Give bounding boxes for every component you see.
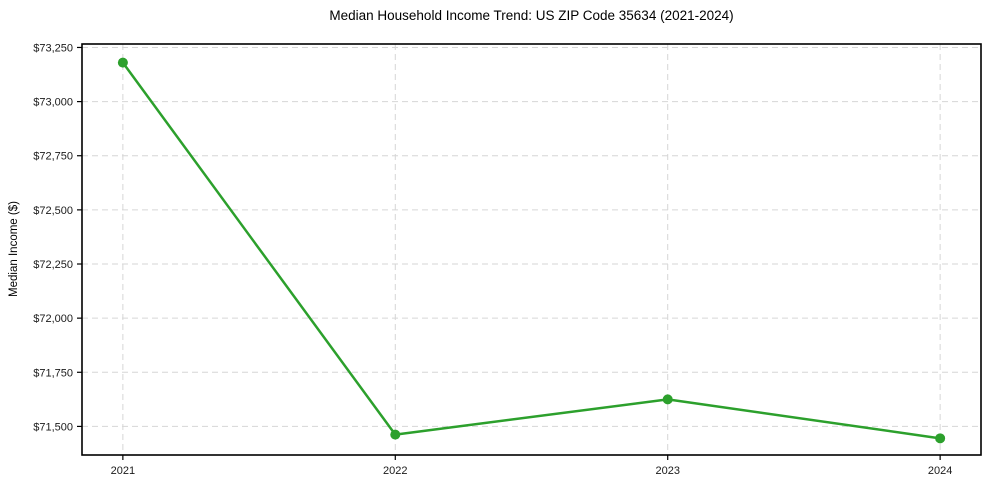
y-tick-label: $73,250 [33,42,73,54]
chart-title: Median Household Income Trend: US ZIP Co… [329,8,734,23]
data-point [935,433,946,444]
y-tick-label: $72,000 [33,313,73,325]
data-point [662,394,673,405]
x-tick-label: 2024 [928,465,952,477]
data-point [117,57,128,68]
x-tick-label: 2023 [655,465,679,477]
y-tick-label: $71,500 [33,421,73,433]
data-point [390,429,401,440]
y-tick-label: $73,000 [33,97,73,109]
y-tick-label: $72,250 [33,259,73,271]
y-tick-label: $71,750 [33,367,73,379]
x-tick-label: 2022 [383,465,407,477]
y-tick-label: $72,750 [33,151,73,163]
data-line [121,61,942,440]
x-tick-label: 2021 [111,465,135,477]
plot-border [81,43,982,456]
y-tick-label: $72,500 [33,205,73,217]
